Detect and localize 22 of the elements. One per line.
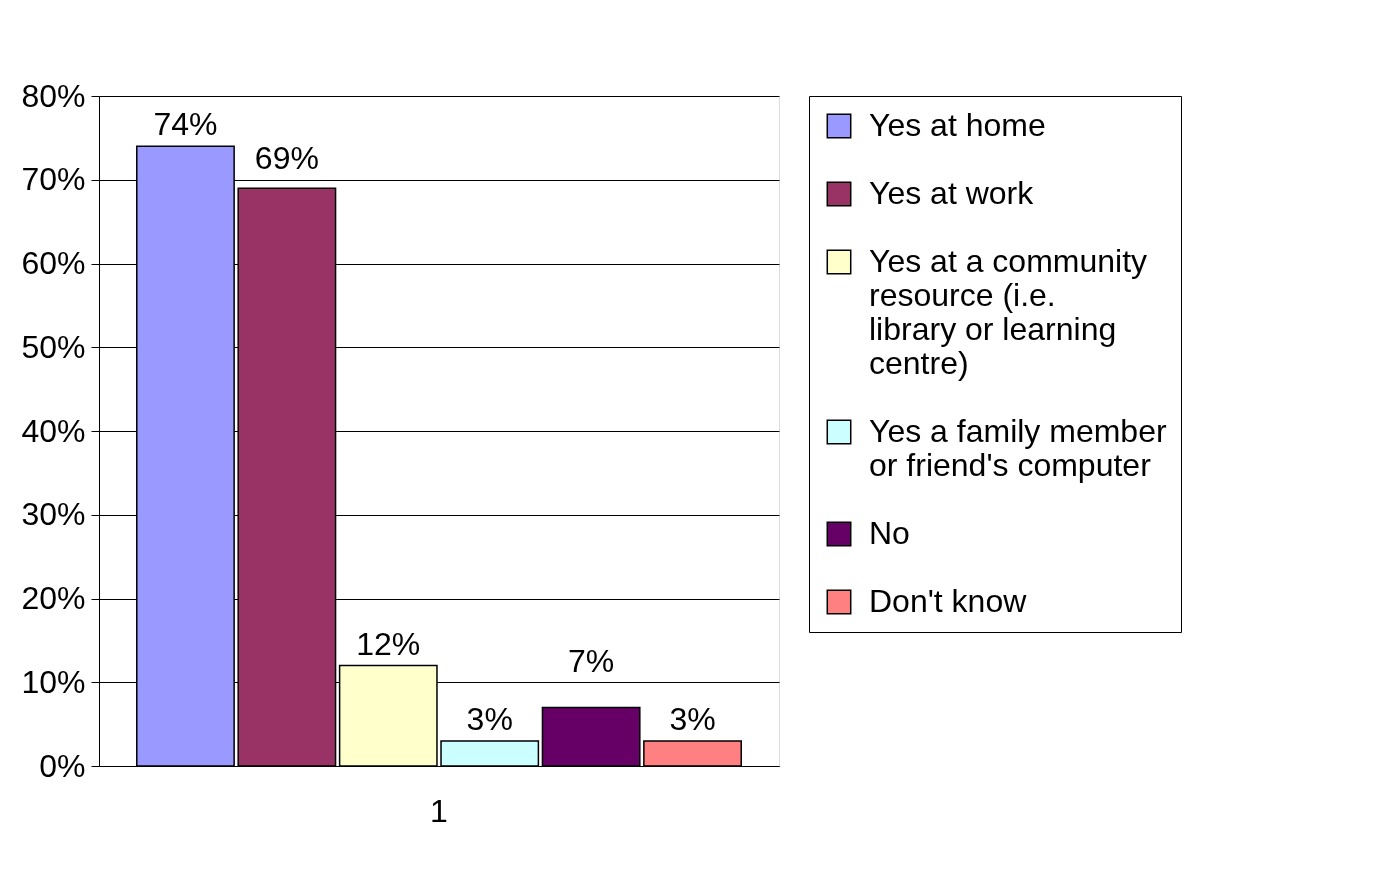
y-tick-label: 70% [21,161,86,198]
y-tick-label: 50% [21,328,86,365]
legend-label: Yes at a community resource (i.e. library or learning centre) [869,243,1148,381]
data-label: 12% [356,625,421,662]
legend-label: Yes at home [869,107,1046,143]
y-tick-label: 0% [39,747,86,784]
data-label: 3% [669,700,716,737]
legend-label: No [869,515,910,551]
x-tick-label: 1 [430,792,448,829]
legend-label: Don't know [869,583,1028,619]
y-tick-label: 80% [21,77,86,114]
y-tick-label: 60% [21,245,86,281]
y-tick-label: 30% [21,496,86,533]
data-label: 3% [466,700,513,737]
data-label: 7% [568,643,615,680]
data-label: 69% [254,140,319,177]
data-label: 74% [153,106,218,143]
legend-label: Yes at work [869,175,1035,211]
y-tick-label: 20% [21,580,86,616]
y-tick-label: 10% [21,663,86,700]
y-tick-label: 40% [21,412,86,449]
legend-label: Yes a family member or friend's computer [869,413,1167,483]
